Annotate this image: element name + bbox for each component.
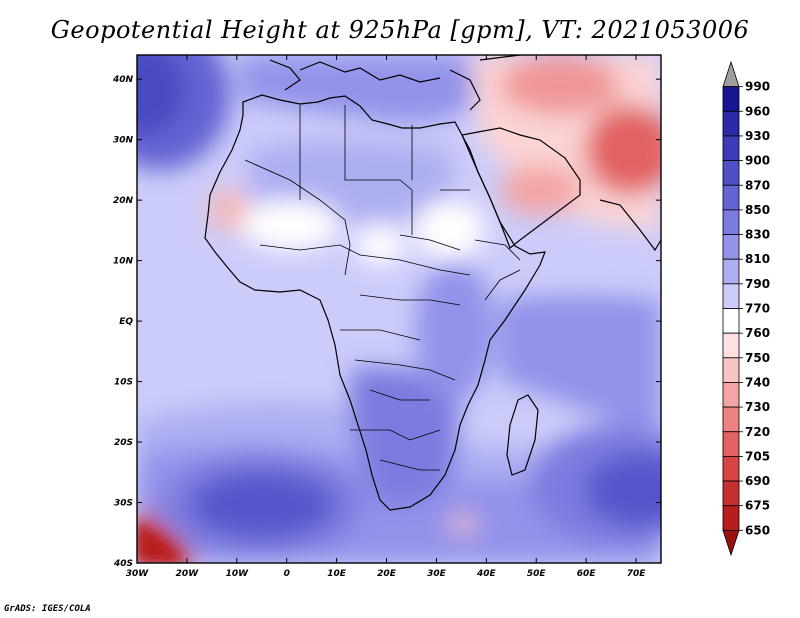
colorbar-label: 900 xyxy=(745,154,770,168)
colorbar-cap xyxy=(722,60,740,88)
colorbar-swatch xyxy=(722,135,740,161)
colorbar-swatch xyxy=(722,160,740,186)
lat-label: 20S xyxy=(114,438,133,448)
lon-label: 50E xyxy=(527,569,547,579)
height-field xyxy=(137,55,661,563)
lat-label: 10S xyxy=(114,378,133,388)
colorbar-cap xyxy=(722,529,740,557)
colorbar-swatch xyxy=(722,431,740,457)
colorbar-label: 830 xyxy=(745,228,770,242)
lat-label: 10N xyxy=(113,257,134,267)
lat-label: 40N xyxy=(112,75,134,85)
lon-label: 10W xyxy=(226,569,250,579)
colorbar-label: 750 xyxy=(745,351,770,365)
map-title: Geopotential Height at 925hPa [gpm], VT:… xyxy=(50,16,750,44)
colorbar-swatch xyxy=(722,86,740,112)
colorbar-label: 870 xyxy=(745,178,770,192)
lon-label: 20E xyxy=(377,569,397,579)
longitude-labels: 30W 20W 10W 0 10E 20E 30E 40E 50E 60E 70E xyxy=(126,569,646,579)
lat-label: 40S xyxy=(113,559,133,569)
colorbar-label: 705 xyxy=(745,449,770,463)
colorbar-label: 960 xyxy=(745,104,770,118)
colorbar-label: 790 xyxy=(745,277,770,291)
latitude-labels: 40N 30N 20N 10N EQ 10S 20S 30S 40S xyxy=(112,75,134,569)
colorbar-label: 730 xyxy=(745,400,770,414)
colorbar-swatch xyxy=(722,283,740,309)
lon-label: 60E xyxy=(577,569,597,579)
lon-label: 30E xyxy=(427,569,447,579)
map-frame xyxy=(136,54,662,564)
colorbar-label: 810 xyxy=(745,252,770,266)
lat-label: 30S xyxy=(114,499,133,509)
lon-label: 70E xyxy=(627,569,647,579)
country-borders xyxy=(244,105,521,471)
colorbar-swatch xyxy=(722,308,740,334)
axis-ticks xyxy=(136,55,661,564)
grads-credit: GrADS: IGES/COLA xyxy=(4,604,91,614)
colorbar-swatch xyxy=(722,332,740,359)
lon-label: 40E xyxy=(476,569,497,579)
colorbar-label: 650 xyxy=(745,523,770,537)
lon-label: 30W xyxy=(126,569,150,579)
colorbar-label: 930 xyxy=(745,129,770,143)
colorbar-label: 675 xyxy=(745,499,770,513)
colorbar-swatch xyxy=(722,357,740,383)
lon-label: 10E xyxy=(327,569,347,579)
coastlines xyxy=(204,55,661,511)
colorbar-label: 770 xyxy=(745,302,770,316)
colorbar-label: 720 xyxy=(745,425,770,439)
colorbar-label: 760 xyxy=(745,326,770,340)
colorbar-label: 690 xyxy=(745,474,770,488)
colorbar-swatch xyxy=(722,480,740,507)
colorbar-swatch xyxy=(722,184,740,211)
colorbar-swatch xyxy=(722,209,740,235)
colorbar-label: 990 xyxy=(745,80,770,94)
colorbar-label: 740 xyxy=(745,375,770,389)
colorbar-swatch xyxy=(722,110,740,137)
colorbar: 990 960 930 900 870 850 830 810 790 770 760 750 740 7… xyxy=(722,60,770,557)
colorbar-swatch xyxy=(722,406,740,433)
lat-label: 20N xyxy=(113,196,134,206)
colorbar-swatch xyxy=(722,258,740,285)
lon-label: 20W xyxy=(176,569,200,579)
colorbar-swatch xyxy=(722,505,740,531)
lat-label: 30N xyxy=(113,136,134,146)
lon-label: 0 xyxy=(284,569,290,579)
lat-label: EQ xyxy=(119,317,133,327)
colorbar-swatch xyxy=(722,234,740,260)
colorbar-swatch xyxy=(722,455,740,482)
colorbar-label: 850 xyxy=(745,203,770,217)
colorbar-swatch xyxy=(722,382,740,408)
